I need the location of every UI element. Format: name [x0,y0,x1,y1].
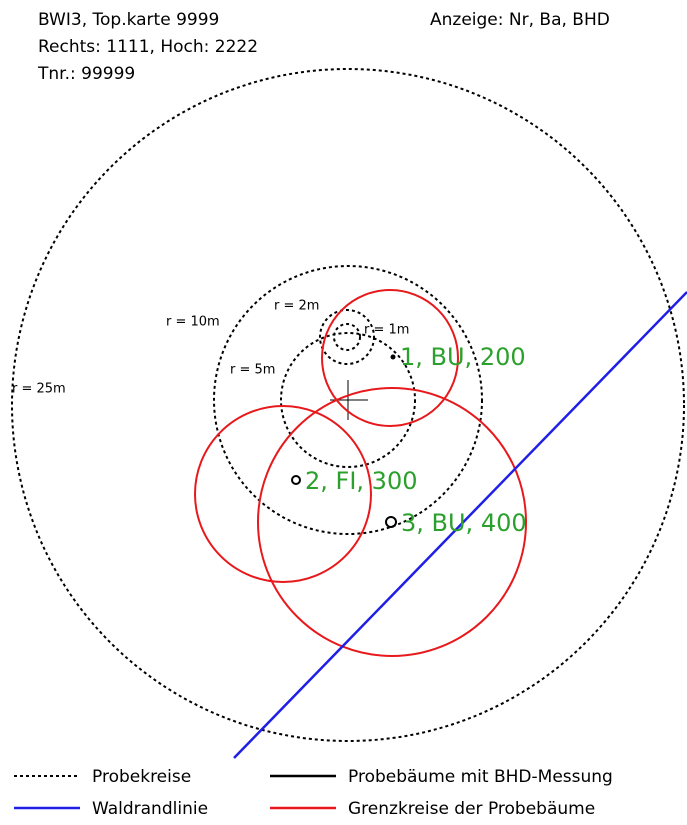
boundary-circle [194,405,372,583]
header-line: BWI3, Top.karte 9999 [38,10,219,30]
legend-entry: Probekreise [92,767,191,787]
forest-edge-line [233,291,687,759]
sample-circle [280,332,416,468]
header-line: Tnr.: 99999 [37,64,135,84]
tree-label: 3, BU, 400 [401,509,527,537]
tree-marker [291,475,301,485]
sample-circle [11,68,685,742]
legend-entry: Grenzkreise der Probebäume [348,799,595,819]
header-line: Rechts: 1111, Hoch: 2222 [38,37,258,57]
boundary-circle [257,387,527,657]
legend-entry: Probebäume mit BHD-Messung [348,767,613,787]
circle-label: r = 1m [364,323,409,338]
sample-circle [333,323,361,351]
circle-label: r = 25m [12,382,66,397]
boundary-circle [321,289,459,427]
circle-label: r = 10m [166,315,220,330]
tree-label: 2, FI, 300 [305,467,417,495]
tree-label: 1, BU, 200 [400,343,526,371]
tree-marker [385,516,397,528]
sample-circle [319,309,375,365]
tree-marker [390,354,396,360]
display-setting: Anzeige: Nr, Ba, BHD [430,10,610,30]
legend-entry: Waldrandlinie [92,799,208,819]
circle-label: r = 5m [230,363,275,378]
sample-circle [213,265,483,535]
circle-label: r = 2m [274,299,319,314]
